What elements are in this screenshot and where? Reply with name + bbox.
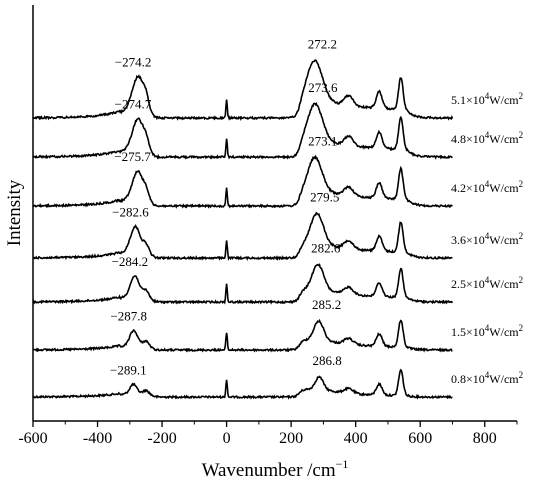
spectra-series bbox=[32, 59, 454, 400]
power-unit: W/cm bbox=[489, 181, 519, 195]
power-mantissa: 4.2×10 bbox=[451, 181, 485, 195]
x-ticks: -600 -400 -200 0 200 400 600 800 bbox=[18, 421, 518, 447]
power-mantissa: 2.5×10 bbox=[451, 277, 485, 291]
power-exponent: 4 bbox=[485, 231, 490, 241]
power-exponent: 4 bbox=[485, 370, 490, 380]
power-unit-exponent: 2 bbox=[519, 91, 524, 101]
series-line bbox=[32, 59, 454, 121]
power-unit: W/cm bbox=[489, 93, 519, 107]
stokes-peak-label: 282.6 bbox=[311, 240, 341, 255]
antistokes-peak-label: −282.6 bbox=[112, 204, 149, 219]
power-unit: W/cm bbox=[489, 325, 519, 339]
antistokes-peak-label: −274.2 bbox=[115, 54, 152, 69]
power-exponent: 4 bbox=[485, 130, 490, 140]
power-density-label: 4.2×104W/cm2 bbox=[451, 179, 523, 195]
power-unit-exponent: 2 bbox=[519, 179, 524, 189]
series-line bbox=[32, 318, 453, 353]
series-line bbox=[32, 211, 453, 261]
power-density-label: 0.8×104W/cm2 bbox=[451, 370, 523, 386]
x-tick-label: -400 bbox=[83, 430, 112, 447]
power-unit: W/cm bbox=[489, 132, 519, 146]
x-tick-label: -600 bbox=[18, 430, 47, 447]
antistokes-peak-label: −284.2 bbox=[112, 254, 149, 269]
stokes-peak-label: 285.2 bbox=[312, 297, 341, 312]
x-axis-label: Wavenumber /cm−1 bbox=[202, 457, 349, 481]
power-mantissa: 0.8×10 bbox=[451, 372, 485, 386]
stokes-peak-label: 273.1 bbox=[308, 133, 337, 148]
power-unit-exponent: 2 bbox=[519, 275, 524, 285]
power-exponent: 4 bbox=[485, 179, 490, 189]
series-line bbox=[32, 368, 453, 400]
power-mantissa: 1.5×10 bbox=[451, 325, 485, 339]
x-tick-label: -200 bbox=[147, 430, 176, 447]
power-density-label: 5.1×104W/cm2 bbox=[451, 91, 523, 107]
series-line bbox=[32, 101, 453, 160]
x-tick-label: 800 bbox=[473, 430, 497, 447]
power-density-label: 4.8×104W/cm2 bbox=[451, 130, 523, 146]
power-unit-exponent: 2 bbox=[519, 323, 524, 333]
power-exponent: 4 bbox=[485, 323, 490, 333]
stokes-peak-label: 279.5 bbox=[310, 189, 339, 204]
power-mantissa: 3.6×10 bbox=[451, 233, 485, 247]
power-mantissa: 4.8×10 bbox=[451, 132, 485, 146]
power-unit: W/cm bbox=[489, 233, 519, 247]
series-line bbox=[32, 154, 453, 209]
x-tick-label: 600 bbox=[408, 430, 432, 447]
spectra-labels: 286.8−289.10.8×104W/cm2285.2−287.81.5×10… bbox=[110, 37, 523, 386]
x-axis-label-main: Wavenumber /cm bbox=[202, 460, 336, 481]
x-tick-label: 200 bbox=[279, 430, 303, 447]
antistokes-peak-label: −274.7 bbox=[115, 97, 152, 112]
x-tick-label: 0 bbox=[223, 430, 231, 447]
y-axis-label: Intensity bbox=[4, 179, 25, 246]
power-unit: W/cm bbox=[489, 372, 519, 386]
power-exponent: 4 bbox=[485, 91, 490, 101]
power-unit-exponent: 2 bbox=[519, 231, 524, 241]
stokes-peak-label: 272.2 bbox=[308, 37, 337, 52]
series-line bbox=[32, 263, 454, 305]
antistokes-peak-label: −289.1 bbox=[110, 362, 147, 377]
stokes-peak-label: 286.8 bbox=[313, 353, 342, 368]
power-exponent: 4 bbox=[485, 275, 490, 285]
power-unit: W/cm bbox=[489, 277, 519, 291]
power-unit-exponent: 2 bbox=[519, 370, 524, 380]
plot-area bbox=[32, 5, 517, 422]
power-density-label: 3.6×104W/cm2 bbox=[451, 231, 523, 247]
stokes-peak-label: 273.6 bbox=[308, 80, 338, 95]
antistokes-peak-label: −275.7 bbox=[114, 149, 151, 164]
power-mantissa: 5.1×10 bbox=[451, 93, 485, 107]
antistokes-peak-label: −287.8 bbox=[110, 309, 147, 324]
power-density-label: 2.5×104W/cm2 bbox=[451, 275, 523, 291]
x-tick-label: 400 bbox=[344, 430, 368, 447]
power-density-label: 1.5×104W/cm2 bbox=[451, 323, 523, 339]
power-unit-exponent: 2 bbox=[519, 130, 524, 140]
x-axis-label-sup: −1 bbox=[336, 457, 349, 471]
